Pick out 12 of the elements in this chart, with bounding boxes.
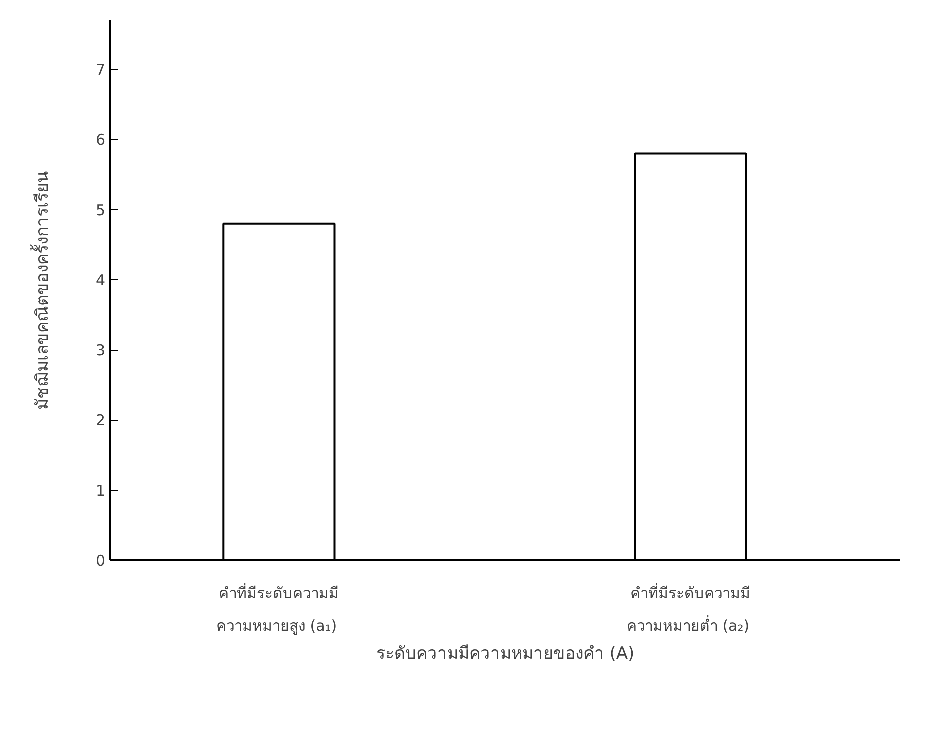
y-tick-label: 5 [96, 201, 106, 220]
x-axis-title: ระดับความมีความหมายของคำ (A) [376, 644, 635, 664]
y-tick-label: 1 [96, 482, 106, 500]
x-tick-label: คำที่มีระดับความมี ความหมายสูง (a₁) [216, 582, 340, 635]
y-tick-label: 4 [96, 271, 106, 290]
y-tick-label: 3 [96, 342, 106, 360]
y-tick-label: 6 [96, 131, 106, 150]
y-tick-label: 0 [96, 552, 106, 570]
x-tick-label: คำที่มีระดับความมี ความหมายต่ำ (a₂) [626, 582, 751, 635]
y-axis-title: มัชฌิมเลขคณิตของครั้งการเรียน [30, 171, 53, 410]
y-tick-label: 7 [96, 61, 106, 80]
y-tick-label: 2 [96, 412, 106, 430]
